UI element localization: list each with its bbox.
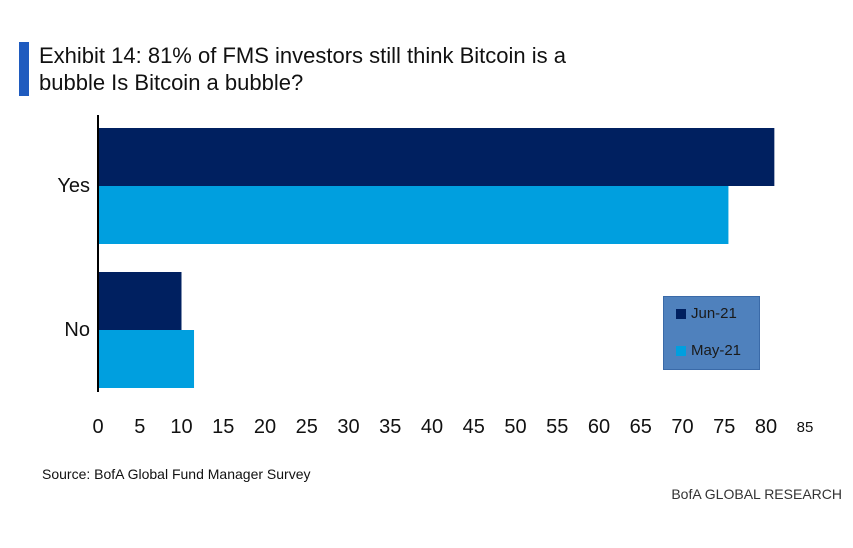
title-accent-bar [19, 42, 29, 96]
category-label-no: No [64, 319, 90, 341]
x-tick-label: 15 [212, 416, 234, 438]
x-tick-label: 75 [713, 416, 735, 438]
bar-yes-jun21 [98, 128, 775, 186]
x-tick-label: 55 [546, 416, 568, 438]
x-tick-label: 35 [379, 416, 401, 438]
legend-swatch-jun21 [676, 308, 686, 319]
bar-chart: Yes No 0 5 10 15 20 25 30 35 40 45 50 55 60 65 70 75 80 85 [57, 115, 814, 438]
legend-label-may21: May-21 [691, 342, 742, 359]
legend-swatch-may21 [676, 345, 686, 356]
x-tick-label: 85 [797, 419, 814, 436]
x-tick-label: 70 [671, 416, 693, 438]
category-label-yes: Yes [57, 175, 90, 197]
bar-no-may21 [98, 330, 195, 388]
chart-title: Exhibit 14: 81% of FMS investors still t… [39, 43, 566, 95]
x-tick-label: 40 [421, 416, 443, 438]
x-tick-label: 25 [296, 416, 318, 438]
x-tick-label: 5 [134, 416, 145, 438]
x-tick-label: 10 [170, 416, 192, 438]
source-note: Source: BofA Global Fund Manager Survey [42, 466, 311, 482]
x-tick-label: 65 [630, 416, 652, 438]
legend: Jun-21 May-21 [663, 296, 760, 370]
x-tick-label: 80 [755, 416, 777, 438]
x-tick-label: 30 [337, 416, 359, 438]
legend-item-may21: May-21 [676, 342, 741, 359]
brand-label: BofA GLOBAL RESEARCH [671, 486, 842, 502]
legend-label-jun21: Jun-21 [691, 305, 737, 322]
x-tick-label: 20 [254, 416, 276, 438]
x-tick-label: 50 [504, 416, 526, 438]
x-tick-label: 60 [588, 416, 610, 438]
bar-yes-may21 [98, 186, 729, 244]
bar-no-jun21 [98, 272, 182, 330]
x-tick-label: 45 [463, 416, 485, 438]
x-tick-label: 0 [92, 416, 103, 438]
legend-item-jun21: Jun-21 [676, 305, 737, 322]
